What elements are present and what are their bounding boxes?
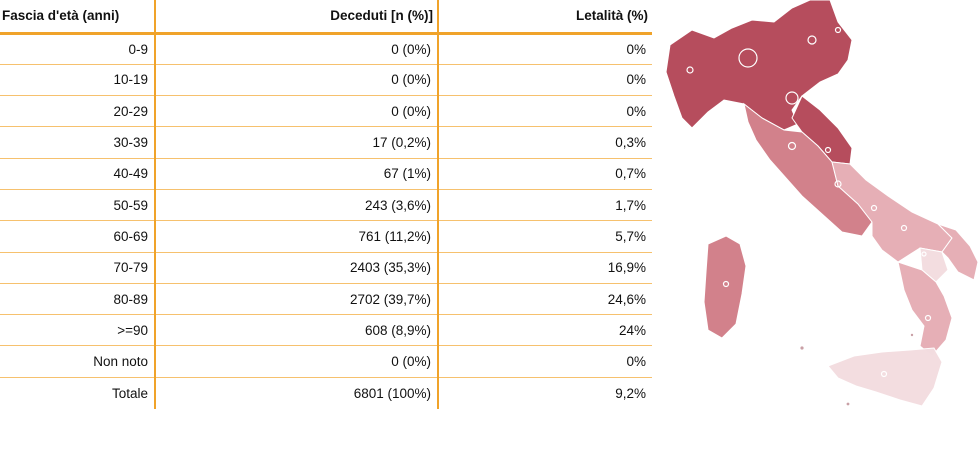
- region-marker: [880, 370, 888, 378]
- region-puglia: [937, 223, 979, 281]
- age-cell: >=90: [0, 314, 155, 347]
- deaths-cell: 67 (1%): [154, 158, 438, 190]
- age-cell: 50-59: [0, 189, 155, 222]
- region-marker: [900, 224, 908, 232]
- table-row: 20-29 0 (0%) 0%: [0, 95, 652, 128]
- table-row: 10-19 0 (0%) 0%: [0, 64, 652, 97]
- deaths-cell: 608 (8,9%): [154, 314, 438, 347]
- deaths-by-age-table: Fascia d'età (anni) Deceduti [n (%)] Let…: [0, 0, 652, 409]
- table-row-total: Totale 6801 (100%) 9,2%: [0, 377, 652, 409]
- region-marker: [834, 26, 842, 34]
- region-marker: [787, 141, 797, 151]
- region-marker: [738, 48, 758, 68]
- region-marker: [686, 66, 694, 74]
- table-row: 70-79 2403 (35,3%) 16,9%: [0, 252, 652, 284]
- italy-map-panel: [652, 0, 980, 450]
- header-age-group: Fascia d'età (anni): [0, 0, 155, 35]
- table-row: Non noto 0 (0%) 0%: [0, 345, 652, 378]
- lethality-cell: 24,6%: [437, 283, 652, 316]
- header-deaths: Deceduti [n (%)]: [154, 0, 438, 35]
- deaths-cell: 0 (0%): [154, 95, 438, 128]
- table-row: 30-39 17 (0,2%) 0,3%: [0, 126, 652, 159]
- island-dot: [800, 346, 804, 350]
- age-cell: 40-49: [0, 158, 155, 190]
- region-calabria: [897, 261, 953, 357]
- age-cell: 0-9: [0, 33, 155, 65]
- deaths-cell: 761 (11,2%): [154, 220, 438, 253]
- lethality-cell: 0%: [437, 95, 652, 128]
- age-cell: 80-89: [0, 283, 155, 316]
- deaths-cell: 0 (0%): [154, 33, 438, 65]
- table-row: 80-89 2702 (39,7%) 24,6%: [0, 283, 652, 316]
- lethality-cell: 0%: [437, 33, 652, 65]
- table-row: >=90 608 (8,9%) 24%: [0, 314, 652, 347]
- lethality-cell: 24%: [437, 314, 652, 347]
- region-sicily: [827, 347, 943, 407]
- lethality-cell: 1,7%: [437, 189, 652, 222]
- region-marker: [834, 180, 842, 188]
- deaths-cell: 2403 (35,3%): [154, 252, 438, 284]
- region-center: [743, 102, 873, 237]
- region-marker: [870, 204, 878, 212]
- age-cell: Non noto: [0, 345, 155, 378]
- age-cell: 10-19: [0, 64, 155, 97]
- age-cell: Totale: [111, 385, 148, 401]
- age-cell: 70-79: [0, 252, 155, 284]
- lethality-cell: 16,9%: [437, 252, 652, 284]
- italy-map: [665, 0, 979, 407]
- island-dot: [846, 402, 850, 406]
- deaths-cell: 0 (0%): [154, 64, 438, 97]
- lethality-cell: 0%: [437, 345, 652, 378]
- lethality-cell: 0,3%: [437, 126, 652, 159]
- age-table-panel: Fascia d'età (anni) Deceduti [n (%)] Let…: [0, 0, 652, 409]
- region-marker: [924, 314, 932, 322]
- age-cell: 20-29: [0, 95, 155, 128]
- region-marker: [921, 251, 927, 257]
- deaths-cell: 243 (3,6%): [154, 189, 438, 222]
- age-cell: 30-39: [0, 126, 155, 159]
- deaths-cell: 17 (0,2%): [154, 126, 438, 159]
- header-lethality: Letalità (%): [437, 0, 652, 35]
- region-south-center: [831, 161, 953, 263]
- table-row: 0-9 0 (0%) 0%: [0, 33, 652, 65]
- lethality-cell: 0,7%: [437, 158, 652, 190]
- table-row: 40-49 67 (1%) 0,7%: [0, 158, 652, 190]
- region-basilicata: [919, 247, 949, 283]
- deaths-cell: 2702 (39,7%): [154, 283, 438, 316]
- table-header-row: Fascia d'età (anni) Deceduti [n (%)] Let…: [0, 0, 652, 35]
- deaths-cell: 6801 (100%): [154, 377, 438, 409]
- region-sardinia: [703, 235, 747, 339]
- region-marker: [824, 146, 832, 154]
- island-dot: [910, 333, 914, 337]
- lethality-cell: 9,2%: [437, 377, 652, 409]
- region-north: [665, 0, 853, 131]
- lethality-cell: 5,7%: [437, 220, 652, 253]
- table-row: 50-59 243 (3,6%) 1,7%: [0, 189, 652, 222]
- region-marker: [807, 35, 817, 45]
- region-marker: [722, 280, 730, 288]
- region-marker: [785, 91, 799, 105]
- table-row: 60-69 761 (11,2%) 5,7%: [0, 220, 652, 253]
- deaths-cell: 0 (0%): [154, 345, 438, 378]
- age-cell: 60-69: [0, 220, 155, 253]
- lethality-cell: 0%: [437, 64, 652, 97]
